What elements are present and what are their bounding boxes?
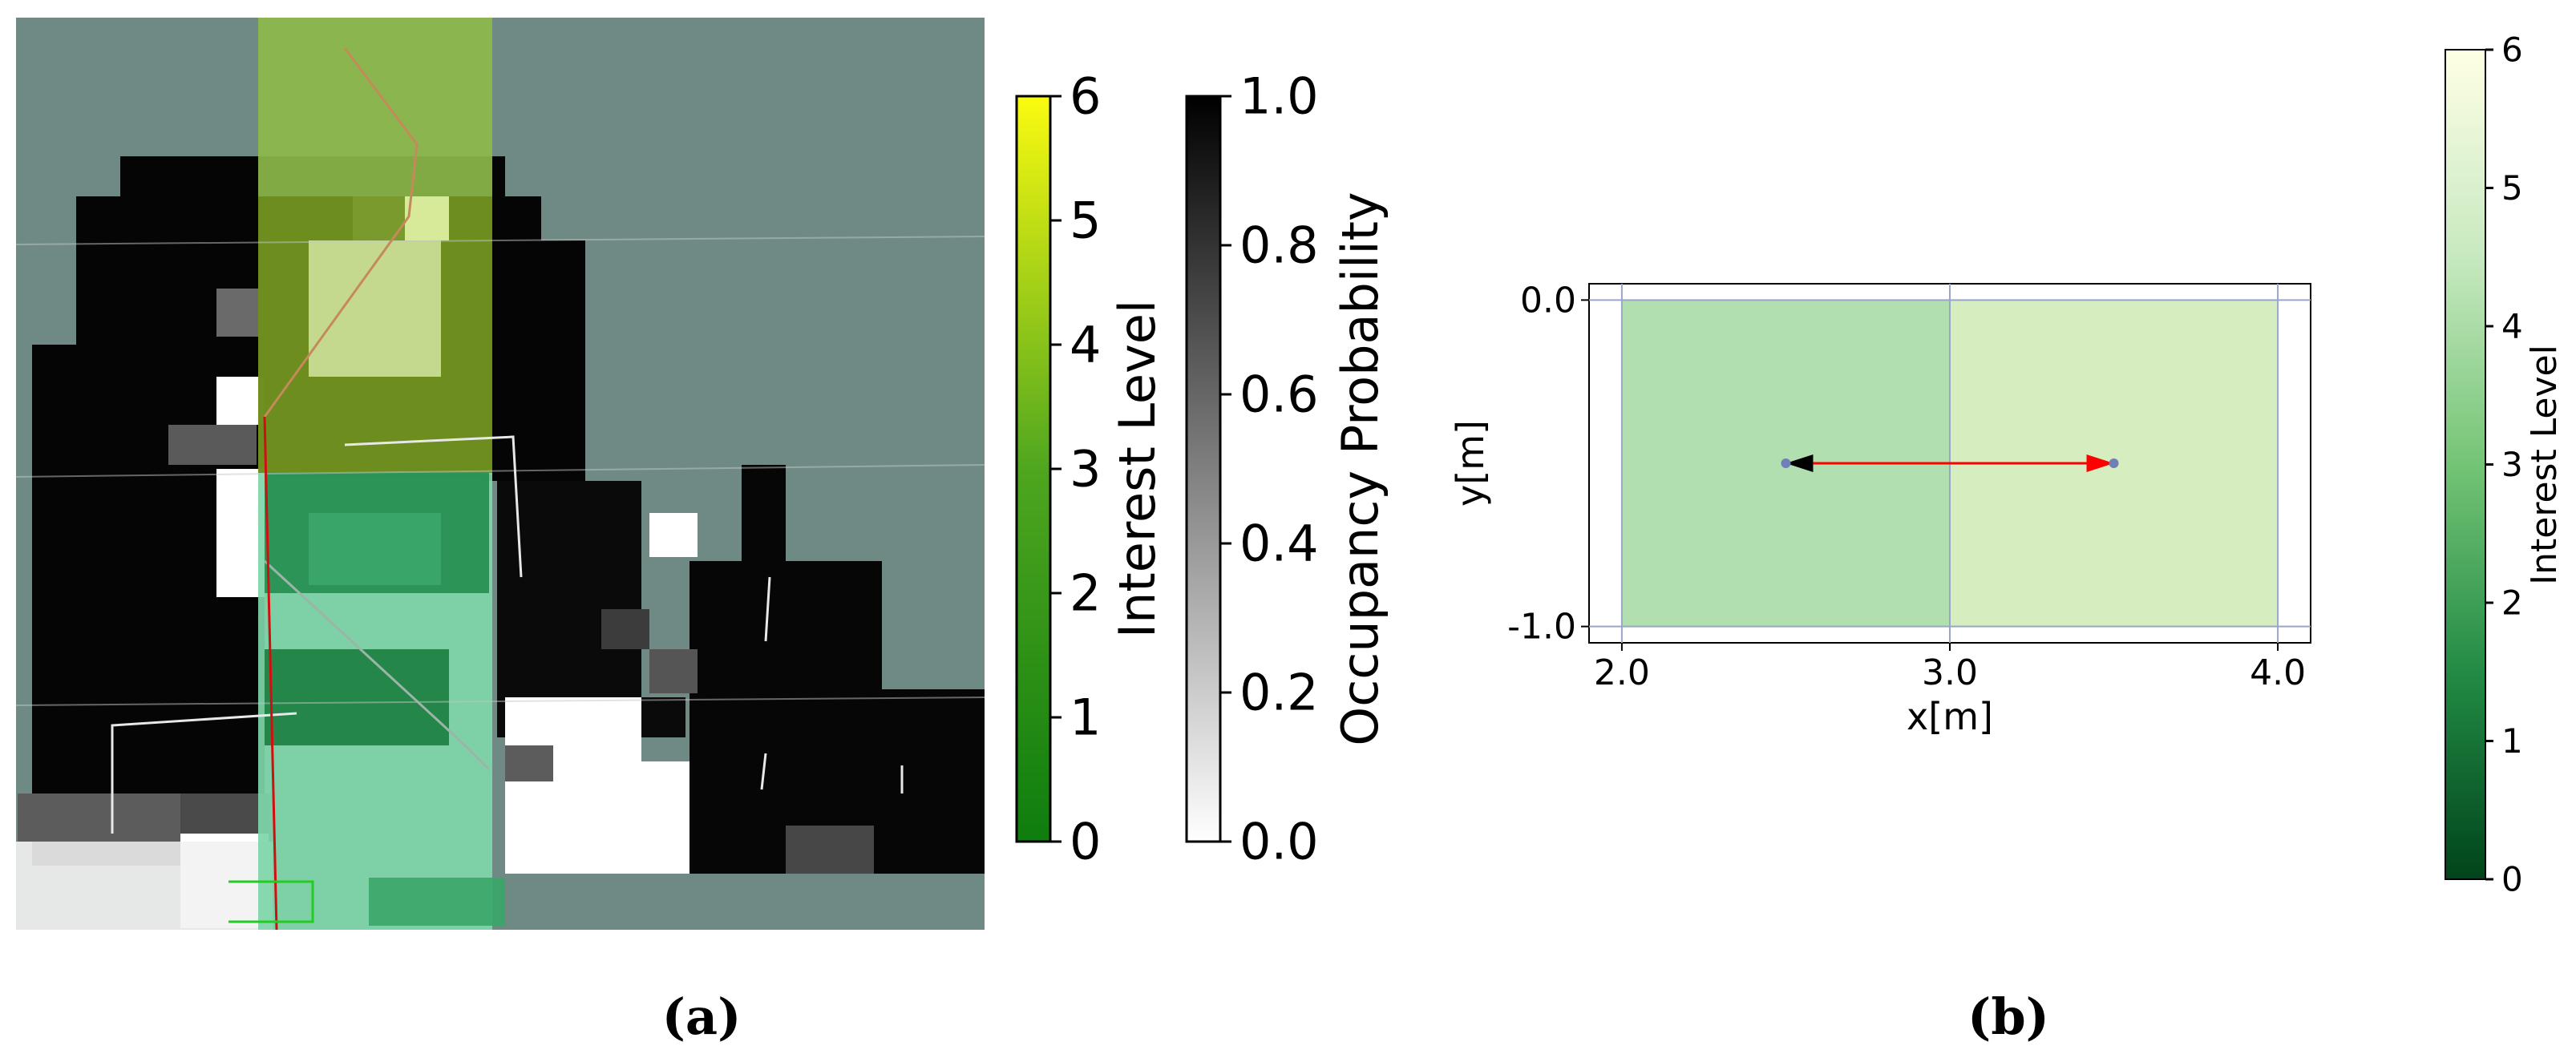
y-tick-label: -1.0 xyxy=(1507,607,1576,648)
occupancy-colorbar-tick-label: 0.8 xyxy=(1239,216,1319,275)
waypoint-marker xyxy=(1781,458,1791,468)
occupancy-colorbar-tick-label: 0.2 xyxy=(1239,664,1319,722)
caption-a: (a) xyxy=(662,987,742,1046)
interest-colorbar-a: 0 1 2 3 4 5 6 Interest Level xyxy=(1015,67,1167,871)
map-gray-1 xyxy=(168,425,257,465)
interest-colorbar-b-ticks: 0 1 2 3 4 5 6 xyxy=(2485,30,2523,899)
map-gray-7 xyxy=(180,793,269,834)
map-robot-path xyxy=(263,416,278,931)
map-gray-4 xyxy=(649,649,698,693)
x-axis-label: x[m] xyxy=(1907,695,1993,738)
map-gray-5 xyxy=(505,745,553,781)
interest-colorbar-b: 0 1 2 3 4 5 6 Interest Level xyxy=(2445,30,2565,899)
map-robot-marker xyxy=(228,880,314,923)
map-free-6 xyxy=(16,842,273,930)
map-gray-3 xyxy=(601,609,649,649)
arrow-head xyxy=(1785,454,1814,472)
interest-colorbar-b-tick-label: 0 xyxy=(2501,860,2523,899)
caption-b: (b) xyxy=(1967,987,2049,1046)
map-grid-line-2 xyxy=(15,464,985,478)
interest-colorbar-b-tick-label: 1 xyxy=(2501,721,2523,761)
occupancy-colorbar: 0.0 0.2 0.4 0.6 0.8 1.0 Occupancy Probability xyxy=(1185,67,1389,871)
map-grid-line-3 xyxy=(15,697,985,706)
occupancy-colorbar-label: Occupancy Probability xyxy=(1331,192,1389,745)
interest-colorbar-b-tick-label: 3 xyxy=(2501,445,2523,484)
interest-colorbar-a-ticks: 0 1 2 3 4 5 6 xyxy=(1050,67,1101,871)
map-occupied-mid xyxy=(481,196,585,481)
x-axis-ticks: 2.0 3.0 4.0 xyxy=(1594,643,2306,693)
interest-colorbar-b-tick-label: 6 xyxy=(2501,30,2523,70)
interest-colorbar-b-tick-label: 5 xyxy=(2501,168,2523,208)
x-tick-label: 3.0 xyxy=(1922,652,1978,693)
y-axis-ticks: 0.0 -1.0 xyxy=(1507,280,1589,648)
occupancy-colorbar-bar xyxy=(1185,95,1222,843)
occupancy-colorbar-tick-label: 0.4 xyxy=(1239,515,1319,573)
map-interest-hot-3 xyxy=(405,196,449,240)
occupancy-colorbar-tick-label: 0.0 xyxy=(1239,813,1319,871)
interest-colorbar-a-bar xyxy=(1015,95,1052,843)
interest-colorbar-b-tick-label: 2 xyxy=(2501,583,2523,623)
interest-colorbar-a-tick-label: 6 xyxy=(1070,67,1101,126)
map-gray-2 xyxy=(216,289,265,337)
map-interest-low-3 xyxy=(265,649,449,745)
x-tick-label: 4.0 xyxy=(2250,652,2306,693)
occupancy-colorbar-ticks: 0.0 0.2 0.4 0.6 0.8 1.0 xyxy=(1220,67,1319,871)
map-path-trace xyxy=(263,47,419,418)
map-free-5 xyxy=(649,513,698,557)
occupancy-map-image xyxy=(15,18,985,931)
interest-colorbar-b-label: Interest Level xyxy=(2524,345,2565,585)
interest-colorbar-a-tick-label: 1 xyxy=(1070,688,1101,747)
interest-colorbar-a-label: Interest Level xyxy=(1108,300,1167,638)
interest-colorbar-a-tick-label: 3 xyxy=(1070,440,1101,499)
map-scan-trace-1 xyxy=(111,712,297,834)
map-free-2 xyxy=(216,469,265,597)
x-tick-label: 2.0 xyxy=(1594,652,1650,693)
occupancy-colorbar-tick-label: 0.6 xyxy=(1239,365,1319,424)
interest-colorbar-b-bar xyxy=(2445,49,2486,880)
interest-colorbar-b-tick-label: 4 xyxy=(2501,307,2523,346)
occupancy-colorbar-tick-label: 1.0 xyxy=(1239,67,1319,126)
map-interest-hot-1 xyxy=(309,240,441,377)
map-scan-trace-2 xyxy=(344,435,523,578)
y-axis-label: y[m] xyxy=(1449,420,1492,507)
arrow-head xyxy=(2086,454,2114,472)
interest-colorbar-a-tick-label: 5 xyxy=(1070,192,1101,250)
map-free-4 xyxy=(505,697,689,874)
map-scan-trace-3 xyxy=(263,559,491,771)
map-free-1 xyxy=(216,377,265,425)
heatmap-chart: 2.0 3.0 4.0 0.0 -1.0 x[m] y[m] xyxy=(1449,280,2311,738)
waypoint-marker xyxy=(2109,458,2119,468)
map-interest-low-4 xyxy=(369,878,505,926)
map-occupied-left xyxy=(32,156,265,866)
interest-colorbar-a-tick-label: 4 xyxy=(1070,316,1101,374)
interest-colorbar-a-tick-label: 0 xyxy=(1070,813,1101,871)
map-scan-trace-4 xyxy=(764,576,771,642)
plot-marks xyxy=(1781,454,2119,472)
map-occupied-right xyxy=(497,481,685,737)
map-interest-low-2 xyxy=(309,513,441,585)
y-tick-label: 0.0 xyxy=(1520,280,1576,321)
map-gray-6 xyxy=(786,826,874,874)
interest-colorbar-a-tick-label: 2 xyxy=(1070,564,1101,623)
map-scan-trace-5 xyxy=(760,753,767,790)
map-grid-line-1 xyxy=(15,236,985,245)
